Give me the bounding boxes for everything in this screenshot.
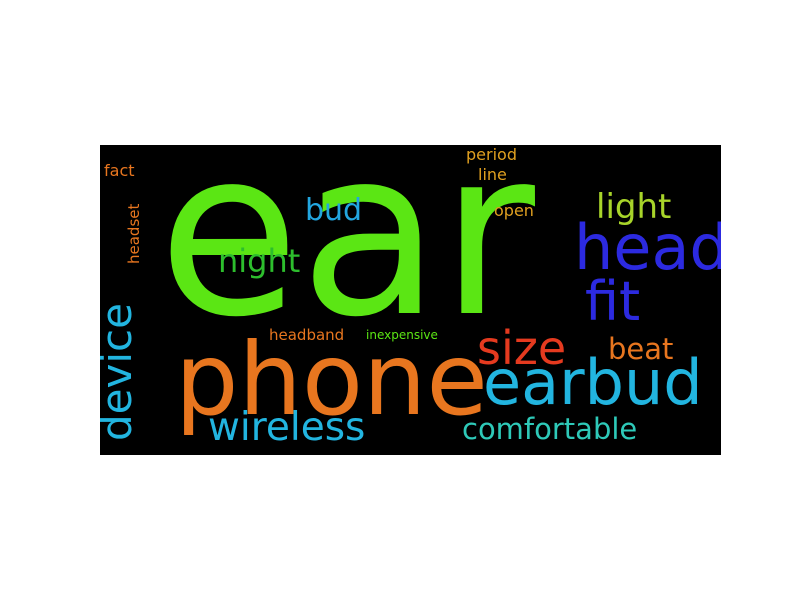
word-wireless: wireless — [208, 405, 366, 450]
word-device: device — [100, 303, 141, 441]
word-headband: headband — [269, 326, 345, 344]
word-open: open — [494, 201, 534, 220]
word-ear: ear — [158, 145, 536, 368]
word-inexpensive: inexpensive — [366, 328, 438, 342]
word-light: light — [596, 187, 672, 227]
word-cloud: ear phone earbud head fit size device wi… — [100, 145, 721, 455]
word-phone: phone — [175, 321, 488, 438]
word-fit: fit — [585, 270, 641, 333]
word-line: line — [478, 165, 507, 184]
word-earbud: earbud — [483, 346, 703, 419]
word-period: period — [466, 145, 517, 164]
word-night: night — [218, 242, 301, 280]
word-headset: headset — [125, 203, 143, 264]
word-comfortable: comfortable — [462, 412, 638, 446]
word-bud: bud — [305, 193, 363, 228]
word-size: size — [477, 321, 567, 375]
word-head: head — [574, 211, 721, 284]
word-beat: beat — [608, 332, 674, 366]
word-fact: fact — [104, 161, 135, 180]
